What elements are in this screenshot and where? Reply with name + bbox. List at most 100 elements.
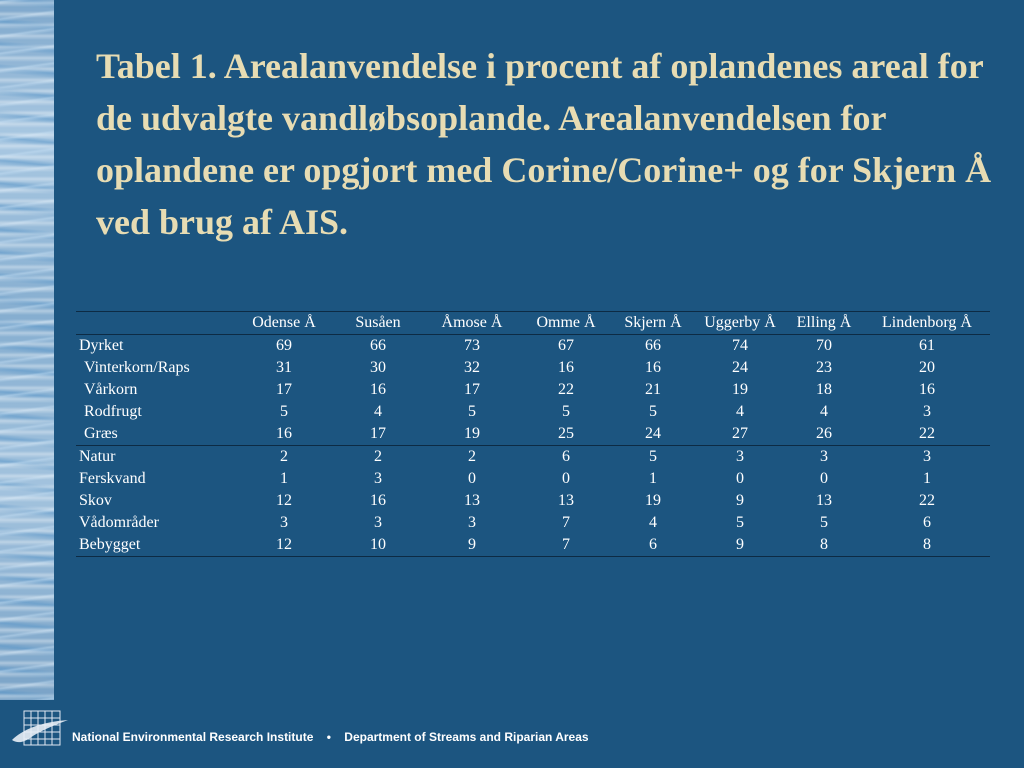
table-cell: 16 (276, 425, 292, 442)
table-cell: 74 (732, 337, 748, 354)
table-cell: 24 (732, 359, 748, 376)
table-row: Ferskvand 1 3 0 0 1 0 0 1 (76, 468, 990, 490)
table-cell: 13 (558, 492, 574, 509)
table-row: Vinterkorn/Raps 31 30 32 16 16 24 23 20 (76, 357, 990, 379)
table-cell: 73 (464, 337, 480, 354)
bird-grid-logo-icon (12, 710, 68, 746)
table-cell: 1 (280, 470, 288, 487)
table-row: Vådområder 3 3 3 7 4 5 5 6 (76, 512, 990, 534)
table-cell: 5 (280, 403, 288, 420)
column-header: Susåen (355, 314, 401, 331)
row-label: Græs (84, 425, 118, 442)
table-cell: 2 (374, 448, 382, 465)
table-cell: 2 (280, 448, 288, 465)
table-cell: 5 (820, 514, 828, 531)
table-cell: 6 (649, 536, 657, 553)
table-cell: 24 (645, 425, 661, 442)
footer-department: Department of Streams and Riparian Areas (344, 730, 589, 744)
table-cell: 23 (816, 359, 832, 376)
table-cell: 21 (645, 381, 661, 398)
table-cell: 3 (468, 514, 476, 531)
table-cell: 32 (464, 359, 480, 376)
column-header (76, 312, 234, 335)
table-cell: 7 (562, 514, 570, 531)
table-row: Natur 2 2 2 6 5 3 3 3 (76, 446, 990, 469)
table-cell: 7 (562, 536, 570, 553)
row-label: Skov (79, 492, 112, 509)
table-cell: 18 (816, 381, 832, 398)
table-cell: 16 (370, 381, 386, 398)
column-header: Elling Å (796, 314, 852, 331)
table-cell: 10 (370, 536, 386, 553)
table-row: Rodfrugt 5 4 5 5 5 4 4 3 (76, 401, 990, 423)
table-cell: 1 (923, 470, 931, 487)
column-header: Omme Å (536, 314, 596, 331)
table-cell: 4 (374, 403, 382, 420)
table-cell: 0 (736, 470, 744, 487)
table-cell: 4 (820, 403, 828, 420)
table-row: Dyrket 69 66 73 67 66 74 70 61 (76, 335, 990, 358)
table-cell: 22 (558, 381, 574, 398)
footer-separator: • (326, 730, 331, 744)
row-label: Natur (79, 448, 116, 465)
table-cell: 22 (919, 425, 935, 442)
column-header: Lindenborg Å (882, 314, 972, 331)
table-row: Græs 16 17 19 25 24 27 26 22 (76, 423, 990, 446)
row-label: Bebygget (79, 536, 141, 553)
table-cell: 5 (649, 448, 657, 465)
table-cell: 9 (736, 492, 744, 509)
table-cell: 2 (468, 448, 476, 465)
table-cell: 20 (919, 359, 935, 376)
table-cell: 13 (464, 492, 480, 509)
table-cell: 17 (464, 381, 480, 398)
decorative-water-strip (0, 0, 54, 700)
row-label: Vådområder (79, 514, 159, 531)
column-header: Skjern Å (624, 314, 682, 331)
table-cell: 8 (820, 536, 828, 553)
table-cell: 22 (919, 492, 935, 509)
table-cell: 12 (276, 492, 292, 509)
table-cell: 1 (649, 470, 657, 487)
table-cell: 16 (919, 381, 935, 398)
table-cell: 5 (736, 514, 744, 531)
table-cell: 70 (816, 337, 832, 354)
footer-institute: National Environmental Research Institut… (72, 730, 314, 744)
table-cell: 67 (558, 337, 574, 354)
row-label: Rodfrugt (84, 403, 142, 420)
table-cell: 3 (820, 448, 828, 465)
row-label: Vårkorn (84, 381, 138, 398)
table-cell: 8 (923, 536, 931, 553)
table-cell: 4 (736, 403, 744, 420)
table-cell: 0 (468, 470, 476, 487)
table-cell: 16 (370, 492, 386, 509)
column-header: Odense Å (252, 314, 316, 331)
row-label: Dyrket (79, 337, 124, 354)
table-cell: 3 (280, 514, 288, 531)
table-cell: 6 (923, 514, 931, 531)
table-cell: 66 (370, 337, 386, 354)
column-header: Åmose Å (441, 314, 503, 331)
table-cell: 4 (649, 514, 657, 531)
table-cell: 13 (816, 492, 832, 509)
table-header-row: Odense Å Susåen Åmose Å Omme Å Skjern Å … (76, 311, 990, 335)
table-cell: 27 (732, 425, 748, 442)
table-cell: 5 (649, 403, 657, 420)
table-cell: 5 (562, 403, 570, 420)
table-cell: 19 (464, 425, 480, 442)
table-cell: 3 (374, 514, 382, 531)
table-cell: 0 (562, 470, 570, 487)
table-cell: 6 (562, 448, 570, 465)
table-cell: 3 (374, 470, 382, 487)
table-cell: 16 (558, 359, 574, 376)
table-row: Skov 12 16 13 13 19 9 13 22 (76, 490, 990, 512)
row-label: Ferskvand (79, 470, 146, 487)
table-cell: 12 (276, 536, 292, 553)
table-cell: 3 (736, 448, 744, 465)
land-use-table: Odense Å Susåen Åmose Å Omme Å Skjern Å … (76, 311, 990, 557)
table-cell: 19 (732, 381, 748, 398)
row-label: Vinterkorn/Raps (84, 359, 190, 376)
table-cell: 3 (923, 448, 931, 465)
table-cell: 9 (736, 536, 744, 553)
table-row: Bebygget 12 10 9 7 6 9 8 8 (76, 534, 990, 557)
table-cell: 9 (468, 536, 476, 553)
